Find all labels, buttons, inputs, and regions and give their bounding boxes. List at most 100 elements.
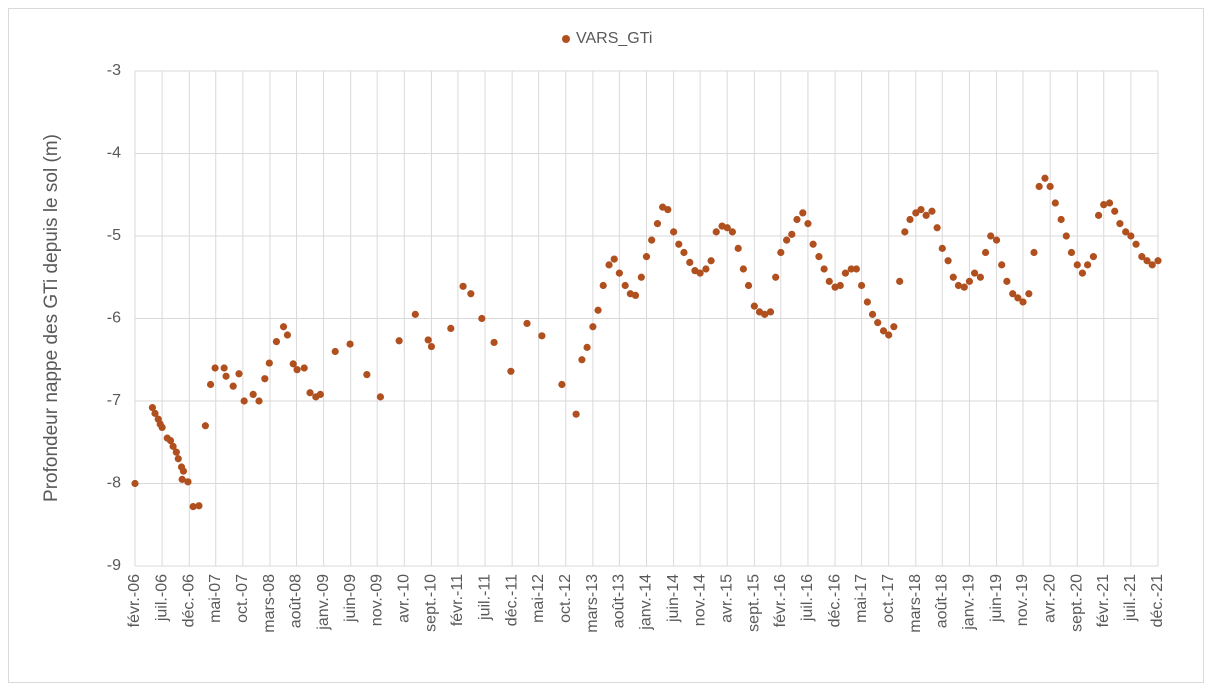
- x-tick-label: févr.-11: [449, 574, 466, 626]
- data-point: [912, 209, 920, 217]
- data-point: [411, 310, 419, 318]
- x-tick-label: juil.-06: [153, 574, 170, 622]
- data-point: [610, 255, 618, 263]
- data-point: [1094, 211, 1103, 219]
- x-tick-label: janv.-14: [638, 574, 655, 631]
- data-point: [987, 232, 995, 240]
- data-point: [1084, 261, 1092, 269]
- data-point: [670, 228, 678, 236]
- data-point: [906, 215, 914, 224]
- y-tick-label: -4: [107, 145, 121, 162]
- y-tick-label: -5: [107, 227, 121, 244]
- data-point: [1138, 253, 1146, 261]
- data-point: [346, 340, 354, 348]
- data-point: [890, 323, 898, 331]
- data-point: [653, 220, 662, 228]
- data-point: [293, 366, 301, 374]
- data-point: [179, 467, 188, 475]
- x-tick-label: sept.-10: [423, 574, 440, 632]
- x-tick-label: nov.-14: [691, 574, 708, 626]
- x-tick-label: mars-13: [584, 574, 601, 633]
- data-point: [1009, 290, 1017, 298]
- data-point: [331, 347, 339, 356]
- data-point: [189, 503, 197, 511]
- data-point: [1078, 269, 1087, 277]
- data-point: [744, 281, 753, 290]
- y-tick-label: -9: [107, 557, 121, 574]
- data-point: [1035, 182, 1043, 191]
- data-point: [728, 228, 736, 236]
- data-point: [427, 342, 436, 351]
- data-point: [158, 423, 166, 431]
- data-point: [949, 273, 957, 281]
- data-point: [766, 308, 775, 316]
- data-point: [184, 478, 192, 486]
- data-point: [578, 356, 586, 364]
- data-point: [998, 261, 1006, 269]
- data-point: [707, 257, 715, 265]
- x-tick-label: avr.-20: [1041, 574, 1058, 623]
- data-point: [788, 230, 796, 238]
- data-point: [131, 479, 139, 488]
- data-point: [1122, 228, 1130, 236]
- data-point: [944, 257, 952, 265]
- x-tick-label: déc.-21: [1149, 574, 1166, 627]
- data-point: [783, 236, 791, 244]
- legend-marker: [562, 35, 570, 43]
- data-point: [917, 206, 925, 214]
- data-point: [1089, 253, 1098, 261]
- x-tick-label: févr.-16: [772, 574, 789, 627]
- data-point: [825, 277, 833, 285]
- data-point: [178, 475, 186, 483]
- data-point: [637, 273, 645, 281]
- y-axis-label: Profondeur nappe des GTi depuis le sol (…: [41, 134, 62, 502]
- data-point: [599, 281, 607, 290]
- x-tick-label: août-13: [611, 574, 628, 628]
- data-point: [300, 364, 308, 372]
- data-point: [316, 390, 324, 398]
- data-point: [447, 324, 455, 332]
- data-point: [901, 228, 909, 236]
- data-point: [151, 409, 159, 417]
- data-point: [490, 338, 498, 347]
- data-point: [680, 248, 688, 257]
- data-point: [928, 207, 936, 215]
- x-tick-label: juin-09: [342, 574, 359, 623]
- x-tick-label: févr.-21: [1095, 574, 1112, 627]
- data-point: [222, 372, 230, 380]
- x-tick-label: déc.-06: [180, 574, 197, 627]
- x-tick-label: juin-14: [665, 574, 682, 623]
- data-point: [589, 323, 597, 331]
- data-point: [992, 236, 1001, 244]
- data-point: [938, 244, 946, 252]
- data-point: [1154, 257, 1162, 265]
- data-point: [793, 215, 801, 224]
- data-point: [750, 302, 758, 310]
- data-point: [799, 209, 807, 217]
- data-point: [1067, 248, 1076, 257]
- data-point: [1025, 290, 1033, 298]
- data-point: [804, 220, 812, 228]
- data-point: [960, 283, 968, 291]
- x-tick-label: août-18: [934, 574, 951, 628]
- data-point: [965, 277, 974, 285]
- data-point: [954, 281, 963, 290]
- x-tick-label: nov.-19: [1014, 574, 1031, 626]
- data-point: [1143, 257, 1151, 265]
- data-point: [572, 410, 580, 418]
- data-point: [1030, 248, 1038, 257]
- x-tick-label: sept.-15: [746, 574, 763, 632]
- data-point: [279, 323, 288, 331]
- data-point: [761, 310, 769, 318]
- data-point: [272, 338, 281, 346]
- x-tick-label: avr.-10: [396, 574, 413, 623]
- data-point: [289, 360, 297, 368]
- data-point: [249, 390, 257, 398]
- data-point: [631, 291, 640, 299]
- data-point: [166, 437, 175, 445]
- data-point: [648, 236, 656, 244]
- x-tick-label: oct.-12: [557, 574, 574, 623]
- data-point: [201, 422, 209, 430]
- data-point: [195, 502, 203, 510]
- legend-label: VARS_GTi: [576, 30, 652, 47]
